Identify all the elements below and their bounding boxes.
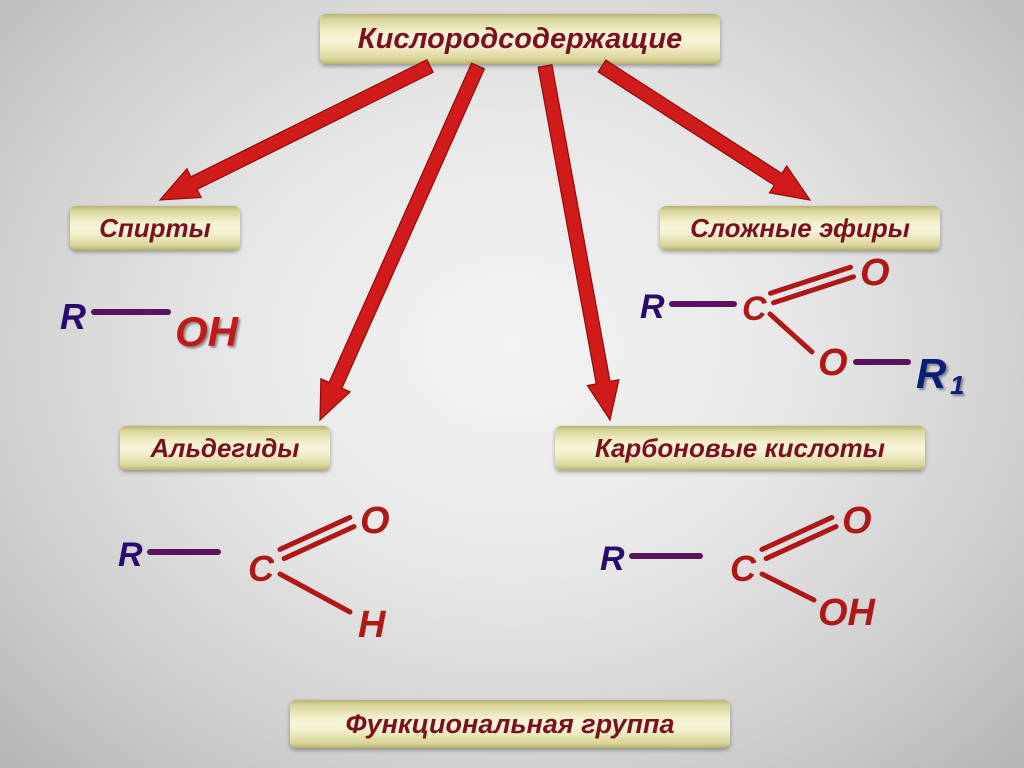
acid-O: O [842, 500, 872, 543]
ester-R1-sub: 1 [950, 370, 964, 401]
acid-R: R [600, 540, 625, 579]
plaque-aldehydes-label: Альдегиды [151, 433, 300, 464]
plaque-root-label: Кислородсодержащие [358, 23, 682, 56]
ester-R: R [640, 288, 665, 327]
plaque-esters-label: Сложные эфиры [690, 213, 910, 244]
acid-OH: OH [818, 592, 875, 635]
alcohol-R: R [60, 296, 86, 338]
acid-C: C [730, 548, 756, 590]
plaque-acids-label: Карбоновые кислоты [595, 433, 885, 464]
diagram-svg-layer [0, 0, 1024, 768]
aldehyde-C: C [248, 548, 274, 590]
plaque-acids: Карбоновые кислоты [555, 426, 925, 470]
plaque-alcohols: Спирты [70, 206, 240, 250]
alcohol-OH: OH [175, 308, 238, 356]
ester-C: C [742, 290, 767, 329]
aldehyde-R: R [118, 536, 143, 575]
ester-R1: R [916, 350, 946, 398]
plaque-esters: Сложные эфиры [660, 206, 940, 250]
ester-O1: O [860, 252, 890, 295]
plaque-root: Кислородсодержащие [320, 14, 720, 64]
aldehyde-H: H [358, 604, 385, 647]
aldehyde-O: O [360, 500, 390, 543]
plaque-aldehydes: Альдегиды [120, 426, 330, 470]
plaque-func-group-label: Функциональная группа [346, 709, 675, 740]
plaque-func-group: Функциональная группа [290, 700, 730, 748]
plaque-alcohols-label: Спирты [99, 213, 211, 244]
ester-O2: O [818, 342, 848, 385]
diagram-canvas: Кислородсодержащие Спирты Сложные эфиры … [0, 0, 1024, 768]
